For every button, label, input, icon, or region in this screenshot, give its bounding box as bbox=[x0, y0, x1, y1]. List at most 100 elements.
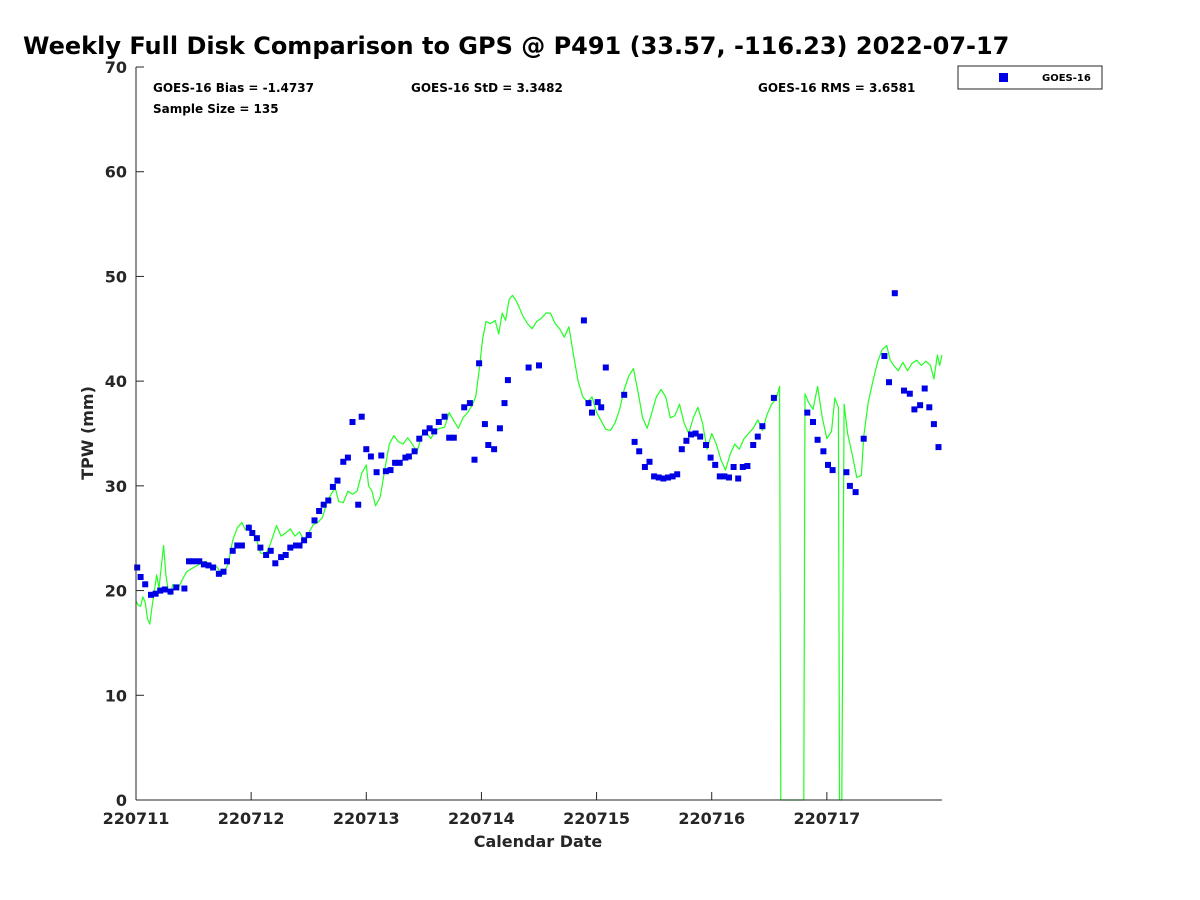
goes16-point bbox=[320, 501, 327, 508]
goes16-point bbox=[641, 464, 648, 470]
goes16-point bbox=[402, 454, 409, 461]
y-tick-label: 40 bbox=[105, 372, 127, 391]
gps-series bbox=[135, 294, 943, 801]
goes16-point bbox=[450, 434, 457, 441]
goes-series bbox=[134, 290, 942, 598]
y-tick-label: 20 bbox=[105, 582, 127, 601]
goes16-point bbox=[754, 433, 761, 440]
goes16-point bbox=[278, 554, 285, 561]
goes16-point bbox=[829, 467, 836, 474]
goes16-point bbox=[598, 404, 605, 411]
legend-label-goes16: GOES-16 bbox=[1042, 73, 1091, 84]
legend-marker-goes16 bbox=[999, 73, 1008, 82]
x-tick-label: 220716 bbox=[678, 809, 745, 828]
goes16-point bbox=[215, 570, 222, 577]
goes16-point bbox=[726, 474, 732, 481]
gps-line bbox=[135, 294, 943, 801]
goes16-point bbox=[730, 464, 737, 470]
goes16-point bbox=[739, 464, 746, 470]
goes16-point bbox=[846, 482, 853, 489]
goes16-point bbox=[426, 425, 433, 432]
goes16-point bbox=[340, 458, 347, 465]
goes16-point bbox=[200, 561, 207, 568]
goes16-point bbox=[906, 390, 913, 397]
goes16-point bbox=[814, 436, 821, 443]
goes16-point bbox=[669, 473, 676, 480]
legend-box bbox=[957, 65, 1103, 90]
goes16-point bbox=[196, 558, 203, 565]
goes16-point bbox=[329, 483, 336, 490]
goes16-point bbox=[272, 560, 279, 567]
y-tick-label: 60 bbox=[105, 163, 127, 182]
goes16-point bbox=[636, 448, 643, 455]
goes16-point bbox=[820, 448, 827, 455]
goes16-point bbox=[660, 475, 667, 482]
goes16-point bbox=[901, 387, 907, 394]
goes16-point bbox=[678, 446, 685, 453]
goes16-point bbox=[466, 400, 473, 407]
goes16-point bbox=[665, 474, 671, 481]
chart-title: Weekly Full Disk Comparison to GPS @ P49… bbox=[23, 32, 1009, 60]
goes16-point bbox=[157, 587, 164, 594]
goes16-point bbox=[441, 413, 448, 420]
goes16-point bbox=[589, 409, 595, 416]
x-tick-label: 220713 bbox=[333, 809, 400, 828]
goes16-point bbox=[152, 590, 159, 597]
goes16-point bbox=[852, 489, 859, 496]
goes16-point bbox=[431, 428, 438, 435]
y-tick-label: 0 bbox=[116, 791, 127, 810]
y-axis-label: TPW (mm) bbox=[78, 386, 97, 480]
x-tick-label: 220712 bbox=[218, 809, 285, 828]
goes16-point bbox=[378, 452, 385, 459]
goes16-point bbox=[229, 547, 236, 554]
rms-stat: GOES-16 RMS = 3.6581 bbox=[758, 81, 915, 95]
goes16-point bbox=[674, 471, 681, 478]
goes16-point bbox=[186, 558, 192, 565]
goes16-point bbox=[683, 437, 690, 444]
x-tick-label: 220715 bbox=[563, 809, 630, 828]
goes16-point bbox=[249, 530, 256, 536]
goes16-point bbox=[491, 446, 498, 453]
goes16-point bbox=[501, 400, 508, 407]
goes16-point bbox=[422, 429, 428, 436]
goes16-point bbox=[692, 430, 699, 437]
goes16-point bbox=[238, 542, 245, 549]
goes16-point bbox=[396, 459, 403, 466]
x-tick-label: 220711 bbox=[103, 809, 170, 828]
goes16-point bbox=[387, 467, 394, 474]
y-tick-label: 10 bbox=[105, 686, 127, 705]
goes16-point bbox=[161, 586, 168, 593]
goes16-point bbox=[344, 454, 351, 461]
goes16-point bbox=[461, 404, 468, 411]
goes16-point bbox=[860, 435, 867, 442]
goes16-point bbox=[167, 588, 174, 595]
goes16-point bbox=[282, 552, 289, 558]
goes16-point bbox=[935, 444, 942, 451]
goes16-point bbox=[891, 290, 898, 297]
goes16-point bbox=[471, 456, 478, 463]
goes16-point bbox=[334, 477, 341, 484]
goes16-point bbox=[504, 377, 511, 384]
x-axis-label: Calendar Date bbox=[474, 832, 603, 851]
goes16-point bbox=[911, 406, 918, 413]
goes16-point bbox=[296, 542, 303, 549]
goes16-point bbox=[220, 568, 227, 575]
goes16-point bbox=[707, 454, 714, 461]
goes16-point bbox=[646, 458, 653, 465]
goes16-point bbox=[416, 435, 423, 442]
goes16-point bbox=[810, 419, 816, 425]
goes16-point bbox=[930, 421, 937, 428]
sample-size-stat: Sample Size = 135 bbox=[153, 102, 279, 116]
goes16-point bbox=[921, 385, 928, 392]
goes16-point bbox=[716, 473, 723, 480]
goes16-point bbox=[148, 591, 154, 598]
goes16-point bbox=[267, 547, 274, 554]
goes16-point bbox=[234, 542, 241, 549]
goes16-point bbox=[435, 419, 442, 425]
goes16-point bbox=[305, 532, 312, 539]
goes16-point bbox=[825, 461, 831, 468]
goes16-point bbox=[688, 431, 694, 438]
y-tick-label: 50 bbox=[105, 267, 127, 286]
goes16-point bbox=[703, 442, 709, 448]
